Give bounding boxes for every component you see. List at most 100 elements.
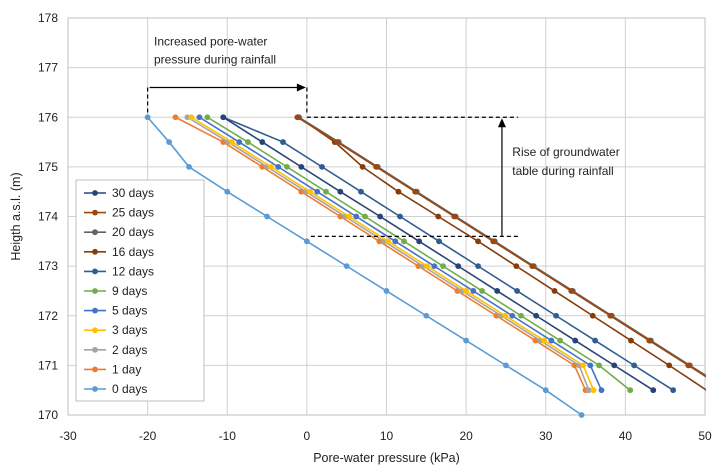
- x-axis-title: Pore-water pressure (kPa): [313, 451, 460, 465]
- groundwater-arrow-head: [497, 118, 506, 128]
- series-marker: [513, 263, 520, 270]
- legend-marker: [92, 346, 98, 353]
- series-marker: [631, 362, 638, 369]
- legend-label: 16 days: [112, 245, 154, 259]
- groundwater-annotation-text: Rise of groundwater: [512, 145, 619, 159]
- legend-item: 2 days: [84, 343, 147, 357]
- series-marker: [475, 238, 481, 245]
- y-axis-title: Heigth a.s.l. (m): [9, 172, 23, 260]
- series-marker: [280, 139, 286, 145]
- series-marker: [416, 238, 423, 245]
- legend-marker: [92, 268, 98, 275]
- series-marker: [463, 337, 470, 344]
- legend-marker: [92, 248, 98, 255]
- series-line: [296, 116, 706, 378]
- series-marker: [628, 337, 634, 344]
- series-line: [187, 116, 590, 391]
- series-marker: [463, 288, 470, 294]
- series-line: [298, 116, 706, 377]
- series-marker: [236, 139, 243, 145]
- series-marker: [670, 387, 677, 394]
- x-tick-label: 10: [380, 429, 394, 443]
- series-marker: [395, 188, 402, 195]
- legend: 30 days 25 days 20 days 16 days 12 days 9 day…: [75, 179, 205, 402]
- series-marker: [436, 238, 442, 245]
- legend-item: 1 day: [84, 362, 141, 376]
- y-tick-label: 178: [38, 11, 58, 25]
- series-marker: [572, 337, 579, 344]
- series-marker: [377, 213, 384, 220]
- series-marker: [451, 213, 458, 220]
- series-25-days: [294, 114, 706, 378]
- legend-item: 0 days: [84, 382, 147, 396]
- legend-item: 5 days: [84, 304, 147, 318]
- series-marker: [144, 114, 151, 121]
- series-marker: [401, 238, 407, 245]
- series-line: [298, 116, 706, 391]
- series-marker: [397, 213, 403, 220]
- series-marker: [494, 288, 501, 294]
- series-marker: [592, 337, 599, 344]
- series-marker: [358, 188, 364, 195]
- x-tick-label: -10: [219, 429, 237, 443]
- legend-label: 0 days: [112, 382, 147, 396]
- series-marker: [166, 139, 173, 145]
- series-marker: [323, 188, 329, 195]
- series-marker: [412, 188, 419, 195]
- legend-label: 1 day: [112, 362, 141, 376]
- legend-label: 30 days: [112, 186, 154, 200]
- series-marker: [188, 114, 195, 121]
- legend-marker: [92, 190, 98, 196]
- legend-label: 12 days: [112, 264, 154, 278]
- data-series: [144, 114, 706, 418]
- series-marker: [646, 337, 653, 344]
- series-marker: [359, 163, 366, 170]
- plot-border: [67, 17, 706, 416]
- legend-label: 2 days: [112, 343, 147, 357]
- pressure-annotation-text: Increased pore-water: [154, 34, 267, 48]
- series-line: [175, 116, 587, 391]
- series-marker: [259, 139, 266, 145]
- legend-item: 16 days: [84, 245, 154, 259]
- series-3-days: [188, 114, 597, 394]
- series-marker: [224, 188, 231, 195]
- series-marker: [314, 188, 321, 195]
- series-marker: [334, 139, 341, 145]
- series-marker: [186, 163, 192, 170]
- series-marker: [509, 312, 516, 319]
- legend-item: 3 days: [84, 323, 147, 337]
- series-marker: [431, 263, 438, 270]
- legend-item: 30 days: [84, 186, 154, 200]
- pressure-arrow-head: [296, 83, 306, 92]
- series-marker: [196, 114, 203, 121]
- series-marker: [502, 312, 509, 319]
- series-marker: [229, 139, 235, 145]
- y-tick-label: 175: [38, 160, 58, 174]
- series-marker: [470, 288, 477, 294]
- legend-item: 12 days: [84, 264, 154, 278]
- y-tick-label: 177: [38, 61, 58, 75]
- legend-label: 3 days: [112, 323, 147, 337]
- series-marker: [392, 238, 399, 245]
- series-marker: [529, 263, 536, 270]
- series-line: [222, 116, 674, 391]
- series-marker: [245, 139, 251, 145]
- legend-item: 9 days: [84, 284, 147, 298]
- series-0-days: [144, 114, 585, 418]
- series-marker: [557, 337, 563, 344]
- series-marker: [373, 163, 380, 170]
- series-marker: [590, 387, 597, 394]
- series-marker: [551, 288, 558, 294]
- series-marker: [307, 188, 313, 195]
- series-marker: [475, 263, 481, 270]
- series-marker: [294, 114, 301, 121]
- series-marker: [650, 387, 657, 394]
- groundwater-annotation-text: table during rainfall: [512, 164, 613, 178]
- series-marker: [533, 312, 540, 319]
- series-5-days: [196, 114, 605, 394]
- series-marker: [598, 387, 605, 394]
- x-tick-label: 50: [698, 429, 712, 443]
- series-marker: [568, 288, 575, 294]
- series-line: [222, 116, 654, 391]
